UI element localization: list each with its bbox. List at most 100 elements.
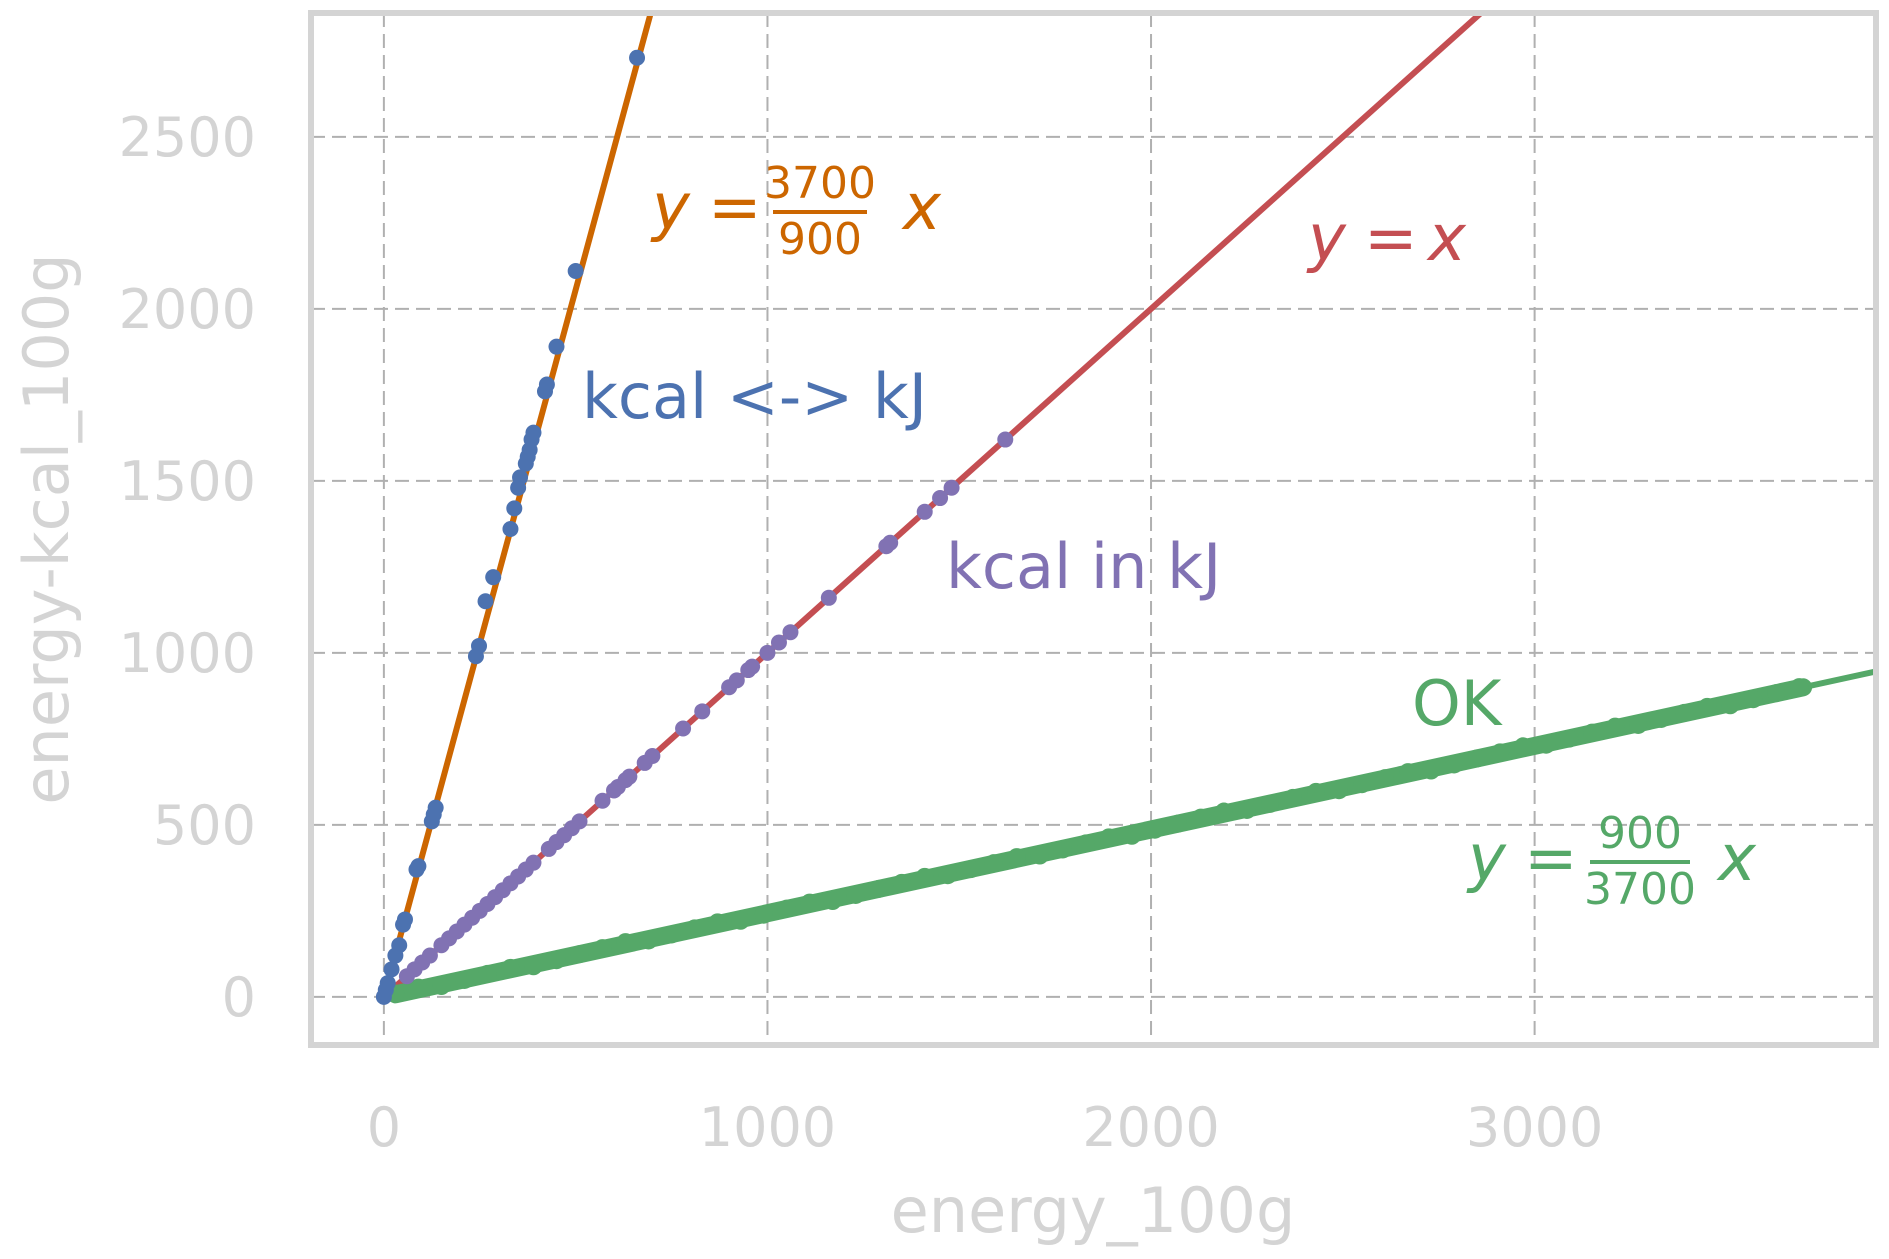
- series-ok-point: [1260, 794, 1279, 813]
- series-ok-point: [915, 867, 934, 886]
- series-ok-point: [1721, 696, 1740, 715]
- equation-orange: y = 3700 900 x: [650, 158, 942, 265]
- series-ok-point: [1652, 709, 1671, 728]
- series-point: [379, 975, 396, 992]
- series-ok-point: [1099, 828, 1118, 847]
- series-ok-point: [662, 925, 681, 944]
- series-ok-point: [1214, 802, 1233, 821]
- series-ok-point: [1283, 788, 1302, 807]
- series-ok-point: [524, 957, 543, 976]
- eq-green-lhs: y: [1466, 822, 1507, 896]
- series-ok-point: [708, 913, 727, 932]
- series-ok-point: [1191, 808, 1210, 827]
- equation-green: y = 900 3700 x: [1466, 808, 1757, 915]
- eq-red-lhs: y: [1306, 202, 1347, 276]
- series-point: [571, 813, 588, 830]
- eq-green-var: x: [1716, 822, 1757, 896]
- y-tick-label: 500: [153, 794, 256, 857]
- series-ok-point: [409, 978, 428, 997]
- series-point: [471, 637, 488, 654]
- x-tick-label: 0: [367, 1096, 401, 1159]
- data-points: [375, 49, 1813, 1005]
- series-ok-point: [1537, 735, 1556, 754]
- series-ok-point: [823, 892, 842, 911]
- series-ok-point: [593, 939, 612, 958]
- series-point: [675, 720, 692, 737]
- series-point: [694, 703, 711, 720]
- eq-orange-numerator: 3700: [764, 158, 876, 209]
- series-ok-point: [1698, 697, 1717, 716]
- series-point: [512, 469, 529, 486]
- series-point: [728, 672, 745, 689]
- series-ok-point: [1168, 814, 1187, 833]
- series-point: [410, 858, 427, 875]
- series-point: [943, 479, 960, 496]
- series-ok-point: [1767, 684, 1786, 703]
- series-ok-point: [1790, 678, 1809, 697]
- series-ok-point: [1399, 763, 1418, 782]
- series-ok-point: [1306, 782, 1325, 801]
- series-ok-point: [1053, 840, 1072, 859]
- eq-red-eq: =: [1364, 202, 1418, 276]
- y-tick-label: 1000: [119, 622, 256, 685]
- y-tick-label: 0: [222, 966, 256, 1029]
- series-ok-point: [800, 893, 819, 912]
- series-ok-point: [432, 977, 451, 996]
- series-ok-point: [754, 905, 773, 924]
- series-point: [502, 521, 519, 537]
- series-point: [782, 624, 799, 641]
- eq-orange-var: x: [901, 171, 942, 245]
- series-ok-point: [777, 899, 796, 918]
- series-ok-point: [1145, 820, 1164, 839]
- series-ok-point: [1076, 834, 1095, 853]
- plot-frame: [308, 10, 1879, 1048]
- series-point: [770, 634, 787, 651]
- series-point: [485, 569, 502, 586]
- series-ok-point: [1491, 743, 1510, 762]
- series-ok-point: [984, 854, 1003, 873]
- grid: [311, 13, 1876, 1045]
- series-ok-point: [1675, 703, 1694, 722]
- eq-green-eq: =: [1524, 822, 1578, 896]
- series-ok-point: [1030, 846, 1049, 865]
- y-tick-labels: 0 500 1000 1500 2000 2500: [119, 106, 256, 1029]
- eq-green-denominator: 3700: [1584, 864, 1696, 915]
- series-point: [525, 424, 542, 441]
- series-ok-point: [1422, 761, 1441, 780]
- series-point: [548, 338, 565, 355]
- series-ok-point: [1744, 690, 1763, 709]
- series-ok-point: [1583, 723, 1602, 742]
- series-ok-point: [846, 885, 865, 904]
- series-point: [477, 593, 494, 610]
- series-point: [916, 503, 933, 520]
- series-point: [744, 658, 761, 675]
- series-ok-point: [1353, 775, 1372, 794]
- series-ok-point: [1606, 717, 1625, 736]
- x-tick-labels: 0 1000 2000 3000: [367, 1096, 1604, 1159]
- series-point: [820, 589, 837, 606]
- series-point: [621, 768, 638, 785]
- y-tick-label: 2000: [119, 278, 256, 341]
- series-ok-point: [685, 919, 704, 938]
- series-point: [421, 947, 438, 964]
- series-ok-point: [1629, 715, 1648, 734]
- series-ok-point: [1122, 826, 1141, 845]
- series-ok-point: [938, 866, 957, 885]
- series-point: [997, 431, 1014, 448]
- series-point: [932, 490, 949, 507]
- x-tick-label: 1000: [699, 1096, 836, 1159]
- series-ok-point: [455, 970, 474, 989]
- series-point: [594, 792, 611, 809]
- eq-orange-lhs: y: [650, 171, 691, 245]
- eq-orange-fraction-bar: [773, 210, 867, 214]
- eq-green-numerator: 900: [1598, 808, 1682, 859]
- series-point: [759, 644, 776, 661]
- series-ok-point: [616, 933, 635, 952]
- series-ok-point: [1007, 848, 1026, 867]
- series-point: [506, 500, 523, 517]
- y-axis-label: energy-kcal_100g: [10, 253, 83, 804]
- series-ok-point: [869, 879, 888, 898]
- eq-orange-denominator: 900: [778, 214, 862, 265]
- series-ok-point: [1237, 800, 1256, 819]
